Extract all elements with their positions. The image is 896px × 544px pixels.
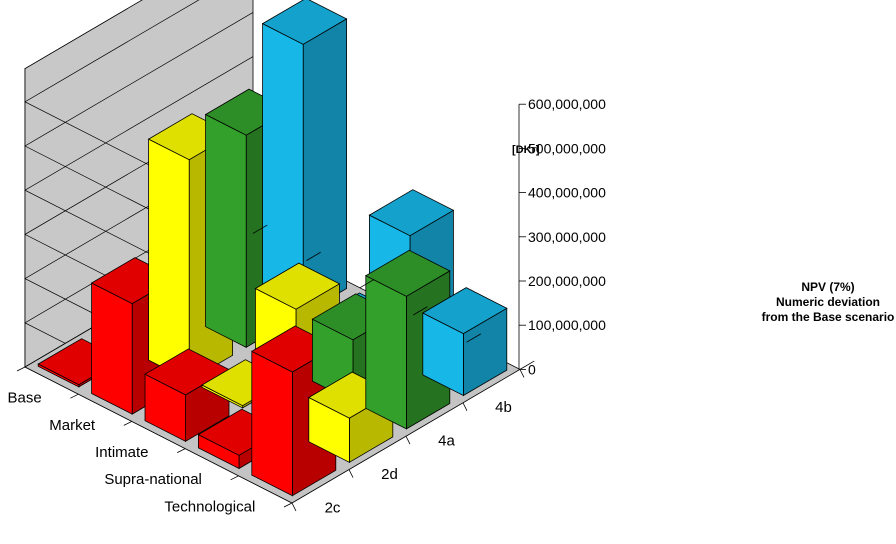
z-tick-label: 400,000,000 (528, 185, 606, 201)
series-label: 4b (495, 399, 512, 416)
bar-4b-technological (421, 287, 508, 397)
chart-axes: 0 100,000,000 200,000,000 300,000,000 400,00… (7, 96, 606, 516)
bar-4b-market (261, 0, 348, 315)
series-label: 2d (381, 466, 398, 483)
scenario-label: Supra-national (104, 471, 202, 488)
legend-line-2: from the Base scenario (761, 310, 895, 324)
z-tick-label: 100,000,000 (528, 317, 606, 333)
scenario-label: Market (49, 417, 96, 434)
chart-bars (37, 0, 508, 497)
z-axis-unit-label: [DKr] (512, 144, 540, 156)
scenario-label: Base (7, 390, 41, 407)
scenario-label: Intimate (95, 444, 148, 461)
z-tick-label: 200,000,000 (528, 273, 606, 289)
series-label: 4a (438, 433, 455, 450)
z-tick-label: 600,000,000 (528, 96, 606, 112)
series-label: 2c (325, 499, 341, 516)
z-tick-label: 0 (528, 361, 536, 377)
z-tick-label: 500,000,000 (528, 140, 606, 156)
scenario-label: Technological (164, 498, 255, 515)
legend-line-1: Numeric deviation (775, 295, 881, 309)
legend-title: NPV (7%) (801, 280, 855, 294)
legend: NPV (7%) Numeric deviation from the Base… (760, 280, 896, 325)
z-tick-label: 300,000,000 (528, 229, 606, 245)
